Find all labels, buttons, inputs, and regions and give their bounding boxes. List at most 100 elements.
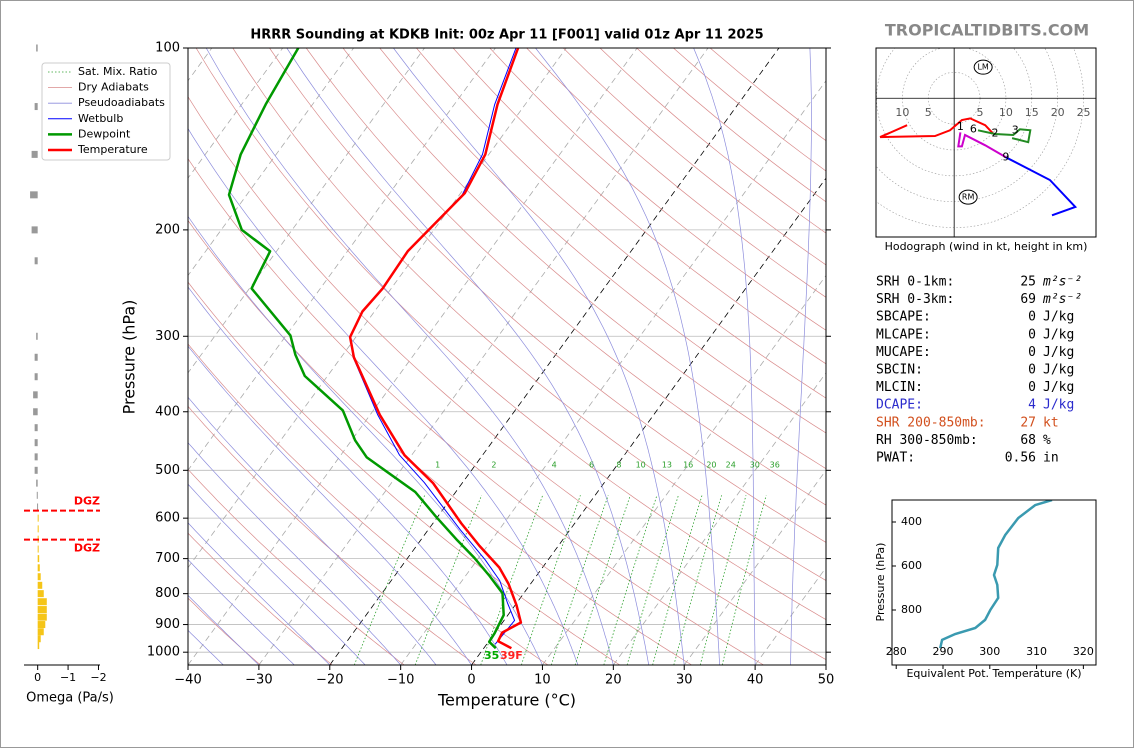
dgz-label: DGZ (74, 495, 100, 508)
pseudoadiabat (535, 48, 721, 665)
theta-y-tick-label: 600 (901, 559, 922, 572)
omega-bar (37, 573, 41, 581)
hodograph-tick-label: 15 (1025, 106, 1039, 119)
omega-bar (34, 257, 38, 265)
mixing-ratio-line (353, 495, 426, 665)
omega-bar (37, 581, 43, 589)
hodograph-tick-label: 10 (999, 106, 1013, 119)
dry-adiabat (232, 48, 826, 581)
isotherm (542, 274, 826, 665)
omega-bar (36, 491, 38, 499)
theta-frame (891, 499, 1097, 666)
mixing-ratio-label: 6 (589, 461, 594, 470)
profile-line (227, 48, 505, 650)
dry-adiabat (188, 343, 549, 665)
omega-bar (34, 466, 38, 474)
mixing-ratio-label: 16 (683, 461, 693, 470)
hodograph-trace (879, 117, 994, 139)
omega-tick-label: −2 (90, 671, 106, 684)
pseudoadiabat (188, 483, 366, 665)
isotherm (471, 177, 826, 665)
storm-motion-marker (973, 59, 993, 75)
theta-x-label: Equivalent Pot. Temperature (K) (906, 667, 1081, 680)
omega-bar (31, 150, 38, 158)
index-label: SBCAPE: (876, 310, 931, 325)
hodograph-tick-label: 5 (925, 106, 932, 119)
mixing-ratio-label: 13 (662, 461, 672, 470)
isotherm (329, 48, 780, 665)
theta-y-label: Pressure (hPa) (874, 543, 887, 622)
omega-bar (34, 373, 38, 381)
omega-bar (37, 621, 46, 629)
surface-label: 39F (500, 649, 523, 662)
theta-y-tick-label: 400 (901, 515, 922, 528)
skewt-background (188, 48, 826, 665)
mixing-ratio-label: 30 (750, 461, 760, 470)
isotherm (188, 48, 567, 569)
dry-adiabat (269, 48, 826, 543)
isotherm (188, 48, 284, 179)
hodograph-trace (957, 132, 1007, 159)
index-unit: J/kg (1043, 398, 1074, 413)
index-value: 27 (1020, 415, 1036, 430)
theta-x-tick-label: 280 (886, 645, 907, 658)
omega-bar (34, 353, 38, 361)
y-axis-label: Pressure (hPa) (120, 300, 139, 415)
x-axis-label: Temperature (°C) (437, 691, 576, 710)
x-tick-label: −30 (245, 673, 272, 688)
pseudoadiabat (790, 48, 812, 665)
profile-line (348, 48, 523, 650)
omega-bar (31, 226, 38, 234)
dgz-label: DGZ (74, 542, 100, 555)
y-tick-label: 600 (155, 511, 180, 526)
index-unit: J/kg (1043, 327, 1074, 342)
index-value: 0 (1028, 345, 1036, 360)
index-unit: J/kg (1043, 363, 1074, 378)
mixing-ratio-line (603, 495, 658, 665)
chart-title: HRRR Sounding at KDKB Init: 00z Apr 11 [… (250, 28, 763, 43)
legend-label: Temperature (77, 143, 148, 156)
dry-adiabat (379, 48, 826, 434)
index-value: 69 (1020, 292, 1036, 307)
omega-bar (37, 606, 47, 614)
y-tick-label: 300 (155, 329, 180, 344)
dry-adiabat (305, 48, 826, 506)
omega-bar (33, 391, 38, 399)
x-tick-label: 40 (747, 673, 764, 688)
omega-bar (37, 628, 44, 636)
omega-bar (37, 545, 39, 553)
theta-e-plot (938, 500, 1053, 649)
mixing-ratio-label: 4 (552, 461, 557, 470)
plot-frame (187, 47, 827, 666)
pseudoadiabat (188, 559, 295, 665)
pseudoadiabat (188, 127, 579, 665)
mixing-ratio-label: 20 (706, 461, 716, 470)
mixing-ratio-line (652, 495, 703, 665)
profile-line (349, 48, 517, 645)
index-value: 68 (1020, 433, 1036, 448)
index-label: PWAT: (876, 451, 915, 466)
y-tick-label: 200 (155, 222, 180, 237)
legend-label: Sat. Mix. Ratio (78, 65, 158, 78)
omega-bar (36, 44, 38, 52)
pseudoadiabat (393, 48, 685, 665)
dry-adiabat (489, 48, 826, 331)
y-tick-label: 400 (155, 404, 180, 419)
theta-x-tick-label: 310 (1026, 645, 1047, 658)
pseudoadiabat (693, 48, 756, 665)
index-label: SHR 200-850mb: (876, 415, 986, 430)
omega-axis-label: Omega (Pa/s) (26, 691, 114, 706)
index-unit: J/kg (1043, 380, 1074, 395)
skewt-profiles (227, 48, 523, 650)
dry-adiabat (342, 48, 826, 470)
x-tick-label: 10 (534, 673, 551, 688)
index-value: 0 (1028, 380, 1036, 395)
x-tick-label: 50 (818, 673, 835, 688)
omega-bar (37, 598, 47, 606)
dry-adiabat (416, 48, 826, 399)
dry-adiabat (188, 281, 621, 665)
isotherm (188, 48, 638, 665)
omega-bar (36, 479, 38, 487)
